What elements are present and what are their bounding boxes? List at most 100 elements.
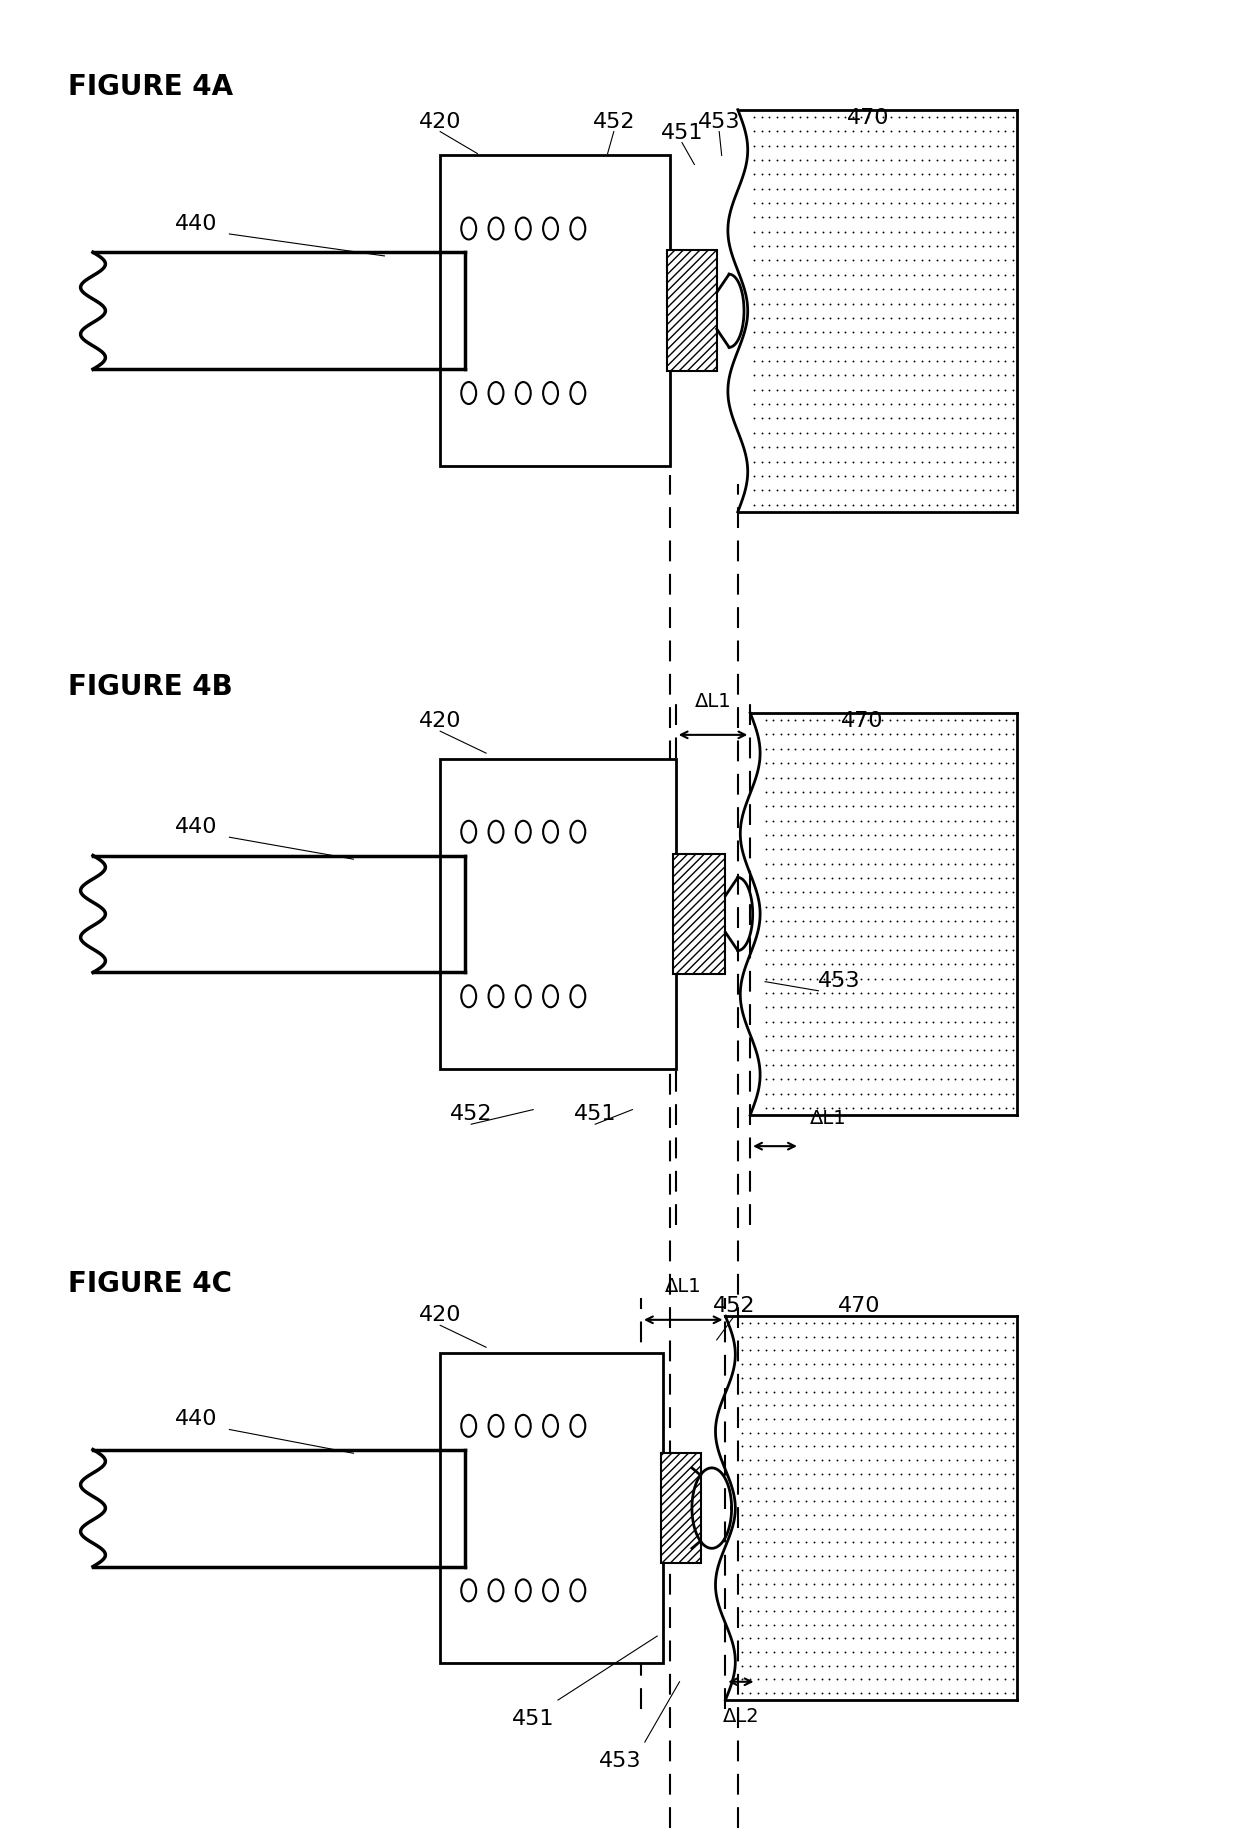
Point	[901, 1064, 921, 1093]
Point	[759, 232, 779, 261]
Point	[822, 821, 842, 850]
Point	[755, 1651, 776, 1680]
Point	[939, 1486, 959, 1515]
Point	[980, 1459, 999, 1488]
Point	[901, 993, 921, 1022]
Point	[805, 188, 825, 218]
Point	[815, 749, 835, 779]
Point	[858, 404, 878, 433]
Point	[971, 1349, 991, 1378]
Point	[821, 433, 841, 462]
Point	[775, 174, 795, 203]
Point	[965, 132, 985, 161]
Point	[812, 303, 832, 333]
Point	[901, 1079, 921, 1108]
Point	[996, 720, 1016, 749]
Point	[971, 1623, 991, 1653]
Point	[852, 1309, 872, 1338]
Point	[836, 1678, 856, 1707]
Point	[836, 132, 856, 161]
Point	[780, 1638, 800, 1667]
Point	[779, 921, 799, 951]
Point	[971, 1651, 991, 1680]
Point	[972, 274, 992, 303]
Point	[894, 993, 914, 1022]
Point	[960, 735, 980, 764]
Point	[911, 274, 931, 303]
Point	[935, 404, 955, 433]
Point	[843, 749, 863, 779]
Bar	[440, 155, 670, 466]
Point	[915, 1528, 935, 1557]
Point	[780, 1349, 800, 1378]
Point	[766, 260, 786, 289]
Point	[882, 260, 901, 289]
Point	[924, 907, 944, 936]
Point	[740, 1446, 760, 1475]
Point	[960, 892, 980, 921]
Point	[908, 1623, 928, 1653]
Point	[782, 218, 802, 247]
Point	[820, 1596, 839, 1625]
Point	[797, 188, 817, 218]
Point	[899, 1391, 919, 1420]
Point	[764, 978, 784, 1007]
Point	[828, 706, 848, 735]
Point	[797, 333, 817, 362]
Point	[775, 132, 795, 161]
Point	[804, 1678, 823, 1707]
Point	[868, 1623, 888, 1653]
Point	[988, 159, 1008, 188]
Point	[843, 1093, 863, 1122]
Point	[994, 1501, 1014, 1530]
Point	[972, 433, 992, 462]
Point	[755, 1446, 776, 1475]
Point	[807, 963, 827, 993]
Point	[945, 963, 965, 993]
Point	[836, 706, 856, 735]
Point	[787, 1322, 807, 1351]
Point	[908, 1336, 928, 1366]
Point	[858, 1064, 878, 1093]
Point	[894, 792, 914, 821]
Point	[859, 1501, 879, 1530]
Point	[873, 203, 893, 232]
Point	[947, 1623, 967, 1653]
Point	[967, 720, 987, 749]
Point	[1003, 706, 1023, 735]
Point	[836, 1007, 856, 1036]
Point	[828, 720, 848, 749]
Point	[965, 289, 985, 318]
Point	[987, 1596, 1007, 1625]
Point	[843, 1336, 863, 1366]
Point	[843, 404, 863, 433]
Point	[892, 1568, 911, 1598]
Point	[937, 921, 957, 951]
Point	[828, 289, 848, 318]
Point	[859, 1541, 879, 1570]
Point	[858, 735, 878, 764]
Point	[904, 188, 924, 218]
Point	[790, 303, 810, 333]
Point	[807, 848, 827, 879]
Point	[751, 433, 771, 462]
Point	[828, 260, 848, 289]
Point	[836, 1022, 856, 1051]
Point	[935, 289, 955, 318]
Point	[756, 1093, 776, 1122]
Point	[952, 1079, 972, 1108]
Point	[851, 117, 870, 146]
Point	[756, 835, 776, 865]
Point	[836, 333, 856, 362]
Point	[911, 333, 931, 362]
Point	[996, 475, 1016, 505]
Point	[963, 1514, 983, 1543]
Point	[866, 102, 885, 132]
Point	[812, 203, 832, 232]
Point	[787, 1638, 807, 1667]
Point	[892, 1665, 911, 1695]
Point	[815, 806, 835, 835]
Point	[909, 863, 929, 892]
Point	[807, 978, 827, 1007]
Point	[787, 1446, 807, 1475]
